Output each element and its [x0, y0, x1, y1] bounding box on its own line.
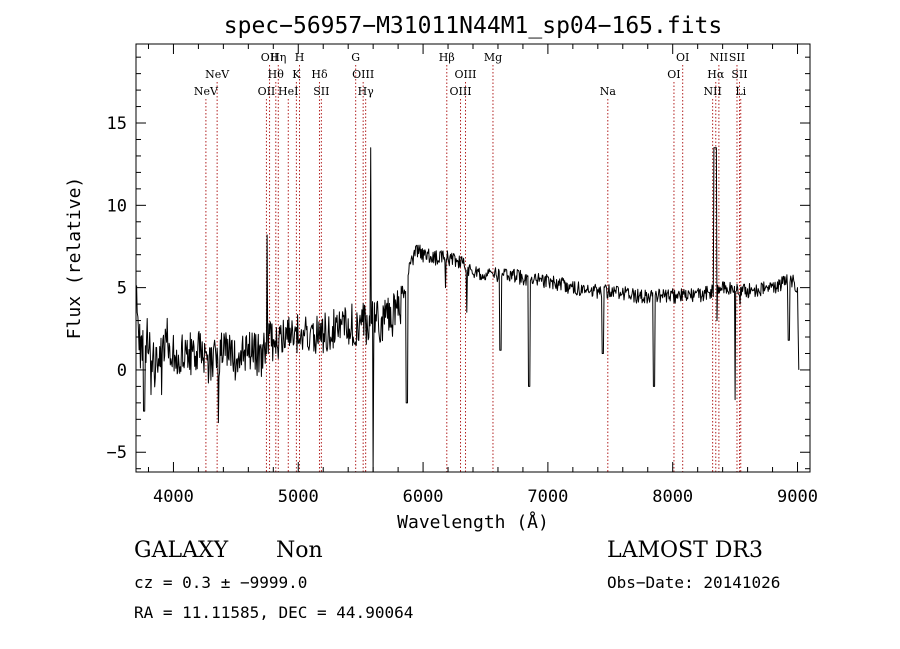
line-label: Hα	[707, 68, 725, 81]
y-tick-label: 5	[117, 279, 127, 299]
spectrum-line	[135, 147, 800, 473]
line-label: NeV	[194, 85, 219, 98]
y-axis-label: Flux (relative)	[64, 177, 85, 340]
line-label: K	[292, 68, 301, 81]
line-label: HeI	[278, 85, 298, 98]
emission-line-labels: NeVNeVOIIOIIHηHθHeIKHHδSIIGOIIIHγHβOIIIO…	[194, 51, 748, 98]
chart-title: spec−56957−M31011N44M1_sp04−165.fits	[224, 13, 723, 39]
line-label: H	[295, 51, 305, 64]
observation-date: Obs−Date: 20141026	[607, 573, 781, 592]
object-class: GALAXY	[134, 538, 229, 563]
line-label: OIII	[352, 68, 374, 81]
x-tick-label: 6000	[403, 487, 444, 507]
line-label: Hγ	[358, 85, 375, 98]
line-label: OII	[258, 85, 276, 98]
x-axis: 4000 5000 6000 7000 8000 9000	[147, 44, 818, 507]
x-tick-label: 4000	[153, 487, 194, 507]
y-axis: −5 0 5 10 15	[107, 56, 810, 470]
line-label: SII	[729, 51, 745, 64]
x-tick-label: 9000	[777, 487, 818, 507]
line-label: SII	[313, 85, 329, 98]
line-label: OI	[667, 68, 680, 81]
line-label: Mg	[484, 51, 502, 64]
line-label: Hβ	[439, 51, 455, 64]
survey-name: LAMOST DR3	[607, 538, 763, 563]
x-tick-label: 7000	[527, 487, 568, 507]
line-label: NII	[710, 51, 728, 64]
line-label: OIII	[454, 68, 476, 81]
y-tick-label: 10	[107, 196, 127, 216]
y-tick-label: 15	[107, 114, 127, 134]
coordinates: RA = 11.11585, DEC = 44.90064	[134, 603, 414, 622]
x-tick-label: 8000	[652, 487, 693, 507]
x-axis-label: Wavelength (Å)	[397, 511, 549, 533]
line-label: OI	[676, 51, 689, 64]
line-label: Hθ	[268, 68, 285, 81]
y-tick-label: −5	[107, 443, 127, 463]
plot-frame	[135, 43, 811, 473]
emission-line-markers	[205, 65, 742, 472]
line-label: G	[351, 51, 360, 64]
line-label: SII	[731, 68, 747, 81]
object-subclass: Non	[276, 538, 323, 563]
line-label: Hη	[270, 51, 286, 64]
line-label: OIII	[449, 85, 471, 98]
x-tick-label: 5000	[278, 487, 319, 507]
line-label: NeV	[205, 68, 230, 81]
line-label: NII	[703, 85, 721, 98]
line-label: OII	[261, 51, 279, 64]
line-label: Hδ	[311, 68, 328, 81]
y-tick-label: 0	[117, 361, 127, 381]
redshift-value: cz = 0.3 ± −9999.0	[134, 573, 308, 592]
line-label: Na	[600, 85, 617, 98]
line-label: Li	[735, 85, 746, 98]
